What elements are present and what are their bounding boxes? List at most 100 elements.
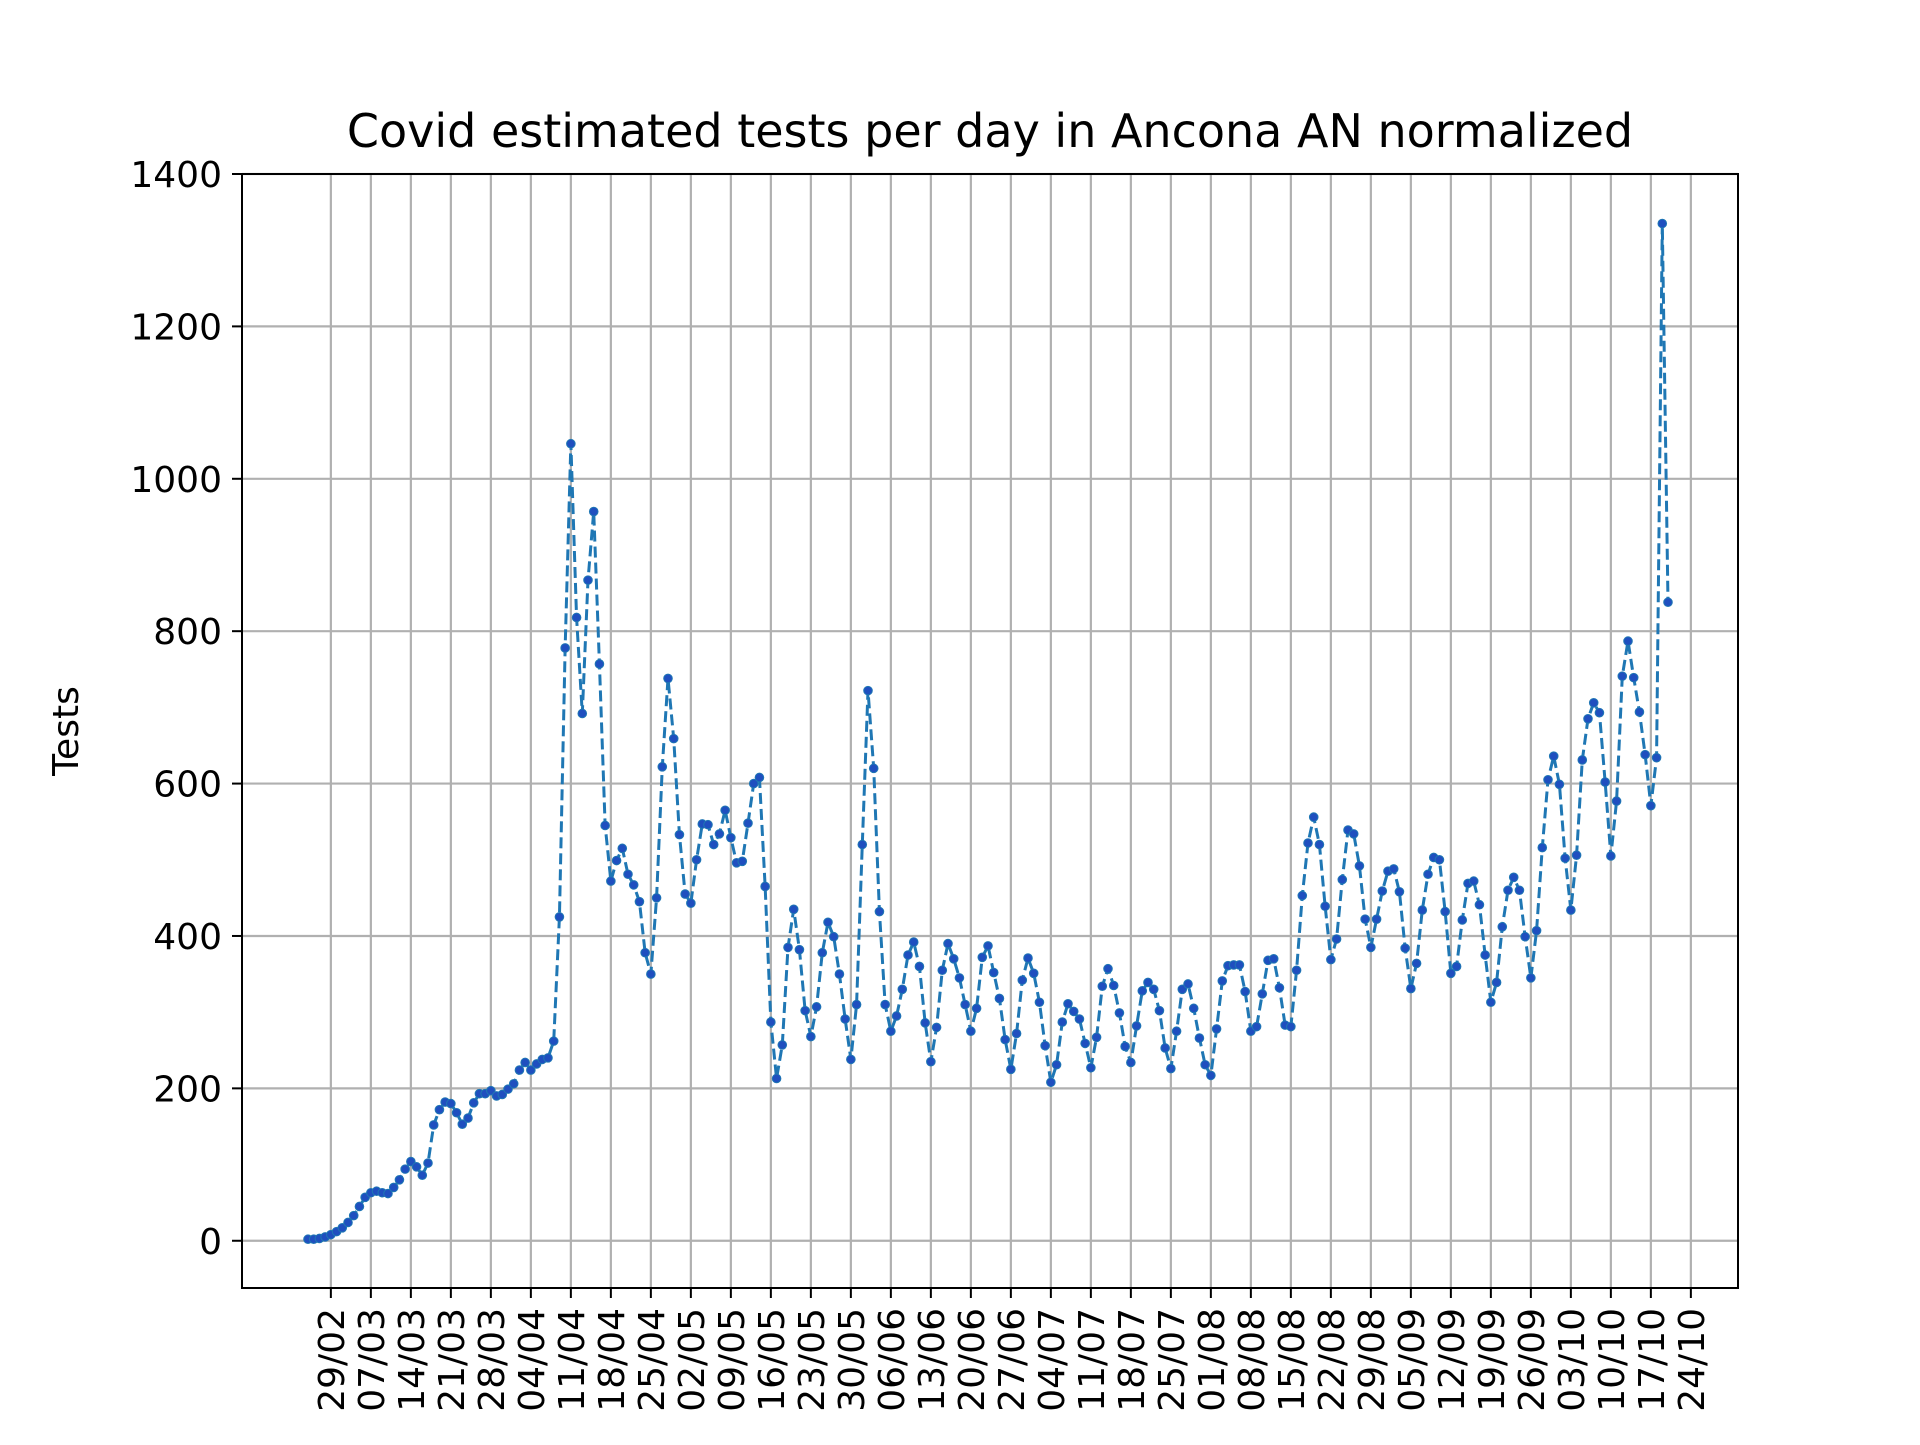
data-point: [1057, 1017, 1068, 1027]
data-point: [548, 1036, 559, 1046]
data-point: [931, 1022, 942, 1033]
x-tick-label: 14/03: [392, 1308, 433, 1412]
y-axis-ticks: 0 200 400 600 800 1000 1200 1400: [130, 155, 242, 1263]
data-point: [1063, 998, 1073, 1009]
data-point: [651, 893, 662, 903]
data-point: [1017, 975, 1028, 985]
data-point: [1000, 1034, 1010, 1045]
data-point: [1034, 997, 1045, 1008]
data-point: [1651, 752, 1662, 763]
data-point: [823, 917, 833, 928]
data-point: [1583, 714, 1593, 724]
data-point: [571, 612, 582, 623]
data-point: [966, 1026, 976, 1037]
y-tick-label: 1400: [130, 155, 222, 196]
data-point: [1206, 1070, 1216, 1081]
data-point: [1417, 905, 1428, 915]
data-point: [1183, 979, 1193, 989]
data-point: [897, 984, 908, 995]
data-point: [1240, 986, 1250, 997]
data-point: [617, 843, 628, 854]
y-axis-label: Tests: [46, 686, 87, 777]
chart-title: Covid estimated tests per day in Ancona …: [347, 104, 1633, 158]
data-point: [1234, 960, 1245, 970]
data-point: [1257, 989, 1268, 999]
data-point: [411, 1162, 422, 1172]
x-tick-label: 12/09: [1432, 1308, 1473, 1412]
data-point: [800, 1005, 810, 1016]
data-point: [1503, 885, 1513, 896]
data-point: [857, 839, 868, 850]
data-point: [611, 855, 622, 866]
data-point: [1394, 886, 1405, 897]
data-point: [1566, 905, 1576, 915]
data-point: [1154, 1005, 1165, 1016]
data-point: [1548, 751, 1559, 761]
x-tick-label: 23/05: [792, 1308, 833, 1412]
data-point: [1371, 914, 1382, 925]
data-point: [1114, 1008, 1125, 1018]
data-point: [720, 805, 730, 816]
data-point: [560, 643, 570, 653]
data-point: [1531, 925, 1542, 936]
data-point: [674, 829, 685, 840]
data-point: [691, 854, 702, 865]
data-point: [468, 1098, 479, 1108]
data-point: [526, 1065, 536, 1075]
data-point: [594, 659, 605, 669]
data-point: [1360, 914, 1370, 925]
data-point: [1080, 1038, 1090, 1049]
data-point: [1646, 800, 1656, 811]
data-point: [714, 829, 725, 839]
data-point: [1411, 958, 1422, 969]
x-tick-label: 27/06: [992, 1308, 1033, 1412]
data-point: [771, 1073, 782, 1084]
y-tick-label: 200: [153, 1069, 222, 1110]
data-point: [451, 1107, 462, 1118]
plot-frame: [241, 173, 1739, 1289]
data-point: [1251, 1021, 1262, 1032]
data-point: [446, 1098, 456, 1109]
y-tick-label: 600: [153, 765, 222, 806]
data-point: [606, 876, 616, 886]
data-point: [577, 708, 588, 719]
data-point: [514, 1065, 525, 1075]
x-tick-label: 10/10: [1592, 1308, 1633, 1412]
data-point: [1571, 850, 1582, 861]
x-tick-label: 29/08: [1352, 1308, 1393, 1412]
x-tick-label: 06/06: [872, 1308, 913, 1412]
data-point: [766, 1017, 776, 1027]
x-tick-label: 20/06: [952, 1308, 993, 1412]
data-point: [1623, 636, 1633, 646]
x-tick-label: 25/07: [1152, 1308, 1193, 1412]
data-point: [1440, 906, 1450, 917]
data-point: [1091, 1032, 1102, 1043]
data-point: [1040, 1040, 1050, 1051]
data-point: [1617, 671, 1628, 681]
data-point: [1160, 1043, 1170, 1053]
x-tick-label: 18/07: [1112, 1308, 1153, 1412]
data-point: [1543, 774, 1553, 785]
x-tick-label: 25/04: [632, 1308, 673, 1412]
data-point: [686, 898, 696, 909]
data-point: [1486, 997, 1496, 1008]
data-point: [680, 889, 690, 899]
data-point: [1388, 864, 1399, 874]
data-point: [914, 961, 925, 972]
data-point: [1337, 874, 1348, 885]
data-point: [1074, 1014, 1085, 1024]
data-point: [554, 912, 565, 922]
x-tick-label: 02/05: [672, 1308, 713, 1412]
data-point: [640, 947, 650, 958]
data-point: [708, 839, 719, 850]
data-point: [663, 673, 673, 684]
data-point: [1126, 1057, 1136, 1068]
data-point: [583, 575, 593, 585]
data-point: [703, 819, 713, 830]
data-point: [1657, 218, 1668, 229]
data-point: [1297, 890, 1308, 901]
data-point: [354, 1201, 365, 1212]
